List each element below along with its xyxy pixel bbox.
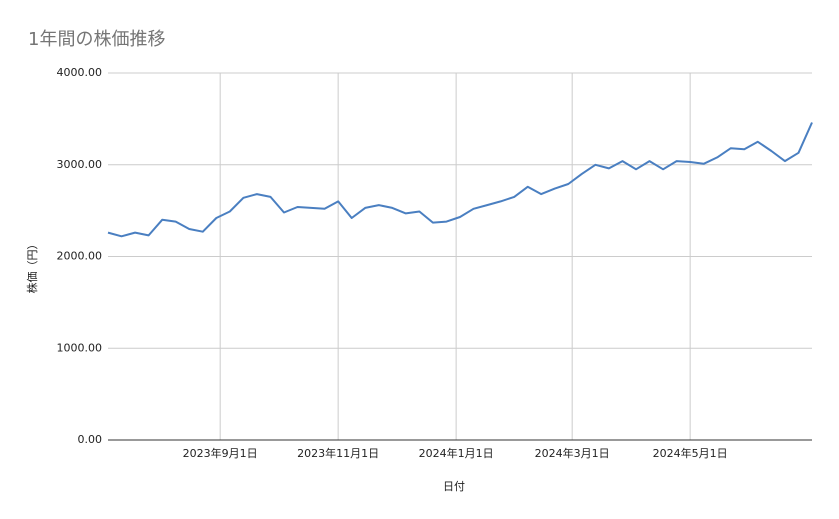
x-tick-label: 2024年5月1日: [653, 446, 728, 460]
y-tick-label: 1000.00: [57, 341, 103, 354]
y-tick-label: 0.00: [78, 433, 103, 446]
price-line: [107, 122, 813, 238]
y-axis-label: 株価（円）: [25, 239, 39, 294]
x-tick-label: 2023年11月1日: [297, 446, 379, 460]
x-tick-label: 2024年3月1日: [535, 446, 610, 460]
y-tick-label: 2000.00: [57, 250, 103, 263]
x-tick-label: 2024年1月1日: [419, 446, 494, 460]
x-tick-label: 2023年9月1日: [183, 446, 258, 460]
x-axis-label: 日付: [443, 480, 465, 493]
chart-title: 1年間の株価推移: [28, 29, 165, 50]
y-tick-label: 4000.00: [57, 66, 103, 79]
y-tick-label: 3000.00: [57, 158, 103, 171]
